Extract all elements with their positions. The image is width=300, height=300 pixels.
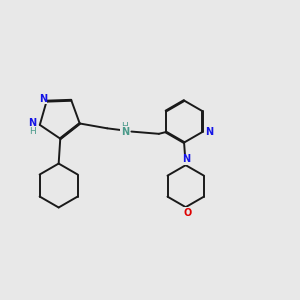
Text: N: N [28,118,36,128]
Text: N: N [205,127,213,137]
Text: H: H [122,122,128,130]
Text: N: N [39,94,47,103]
Text: N: N [121,127,129,136]
Text: O: O [183,208,191,218]
Text: N: N [182,154,190,164]
Text: H: H [29,128,36,136]
